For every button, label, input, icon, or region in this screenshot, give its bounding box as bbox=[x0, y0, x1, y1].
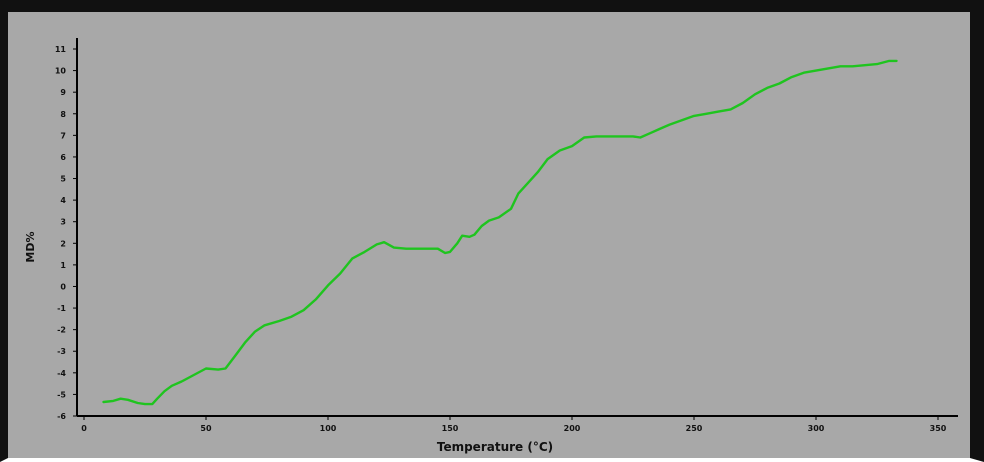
x-tick-label: 50 bbox=[200, 424, 212, 433]
x-axis-label: Temperature (°C) bbox=[437, 440, 553, 454]
x-tick-label: 250 bbox=[686, 424, 703, 433]
y-tick-label: 2 bbox=[60, 239, 66, 248]
x-tick-label: 100 bbox=[320, 424, 337, 433]
x-tick-label: 0 bbox=[81, 424, 87, 433]
y-tick-label: 10 bbox=[55, 67, 67, 76]
x-tick-label: 350 bbox=[930, 424, 947, 433]
y-tick-label: 8 bbox=[60, 110, 66, 119]
y-tick-label: -6 bbox=[57, 412, 66, 421]
y-tick-label: 0 bbox=[60, 282, 66, 291]
x-tick-label: 200 bbox=[564, 424, 581, 433]
y-tick-label: 4 bbox=[60, 196, 66, 205]
y-tick-label: -4 bbox=[57, 369, 66, 378]
y-tick-label: -2 bbox=[57, 326, 66, 335]
y-tick-label: 9 bbox=[60, 88, 66, 97]
y-tick-label: -5 bbox=[57, 390, 66, 399]
y-tick-label: -3 bbox=[57, 347, 66, 356]
x-tick-label: 150 bbox=[442, 424, 459, 433]
y-tick-label: 6 bbox=[60, 153, 66, 162]
y-tick-label: 5 bbox=[60, 175, 66, 184]
y-tick-label: 11 bbox=[55, 45, 67, 54]
y-tick-label: 1 bbox=[60, 261, 66, 270]
x-tick-label: 300 bbox=[808, 424, 825, 433]
y-axis-label: MD% bbox=[24, 231, 37, 262]
y-tick-label: -1 bbox=[57, 304, 66, 313]
series-line bbox=[102, 59, 898, 406]
y-tick-label: 3 bbox=[60, 218, 66, 227]
y-tick-label: 7 bbox=[60, 131, 66, 140]
